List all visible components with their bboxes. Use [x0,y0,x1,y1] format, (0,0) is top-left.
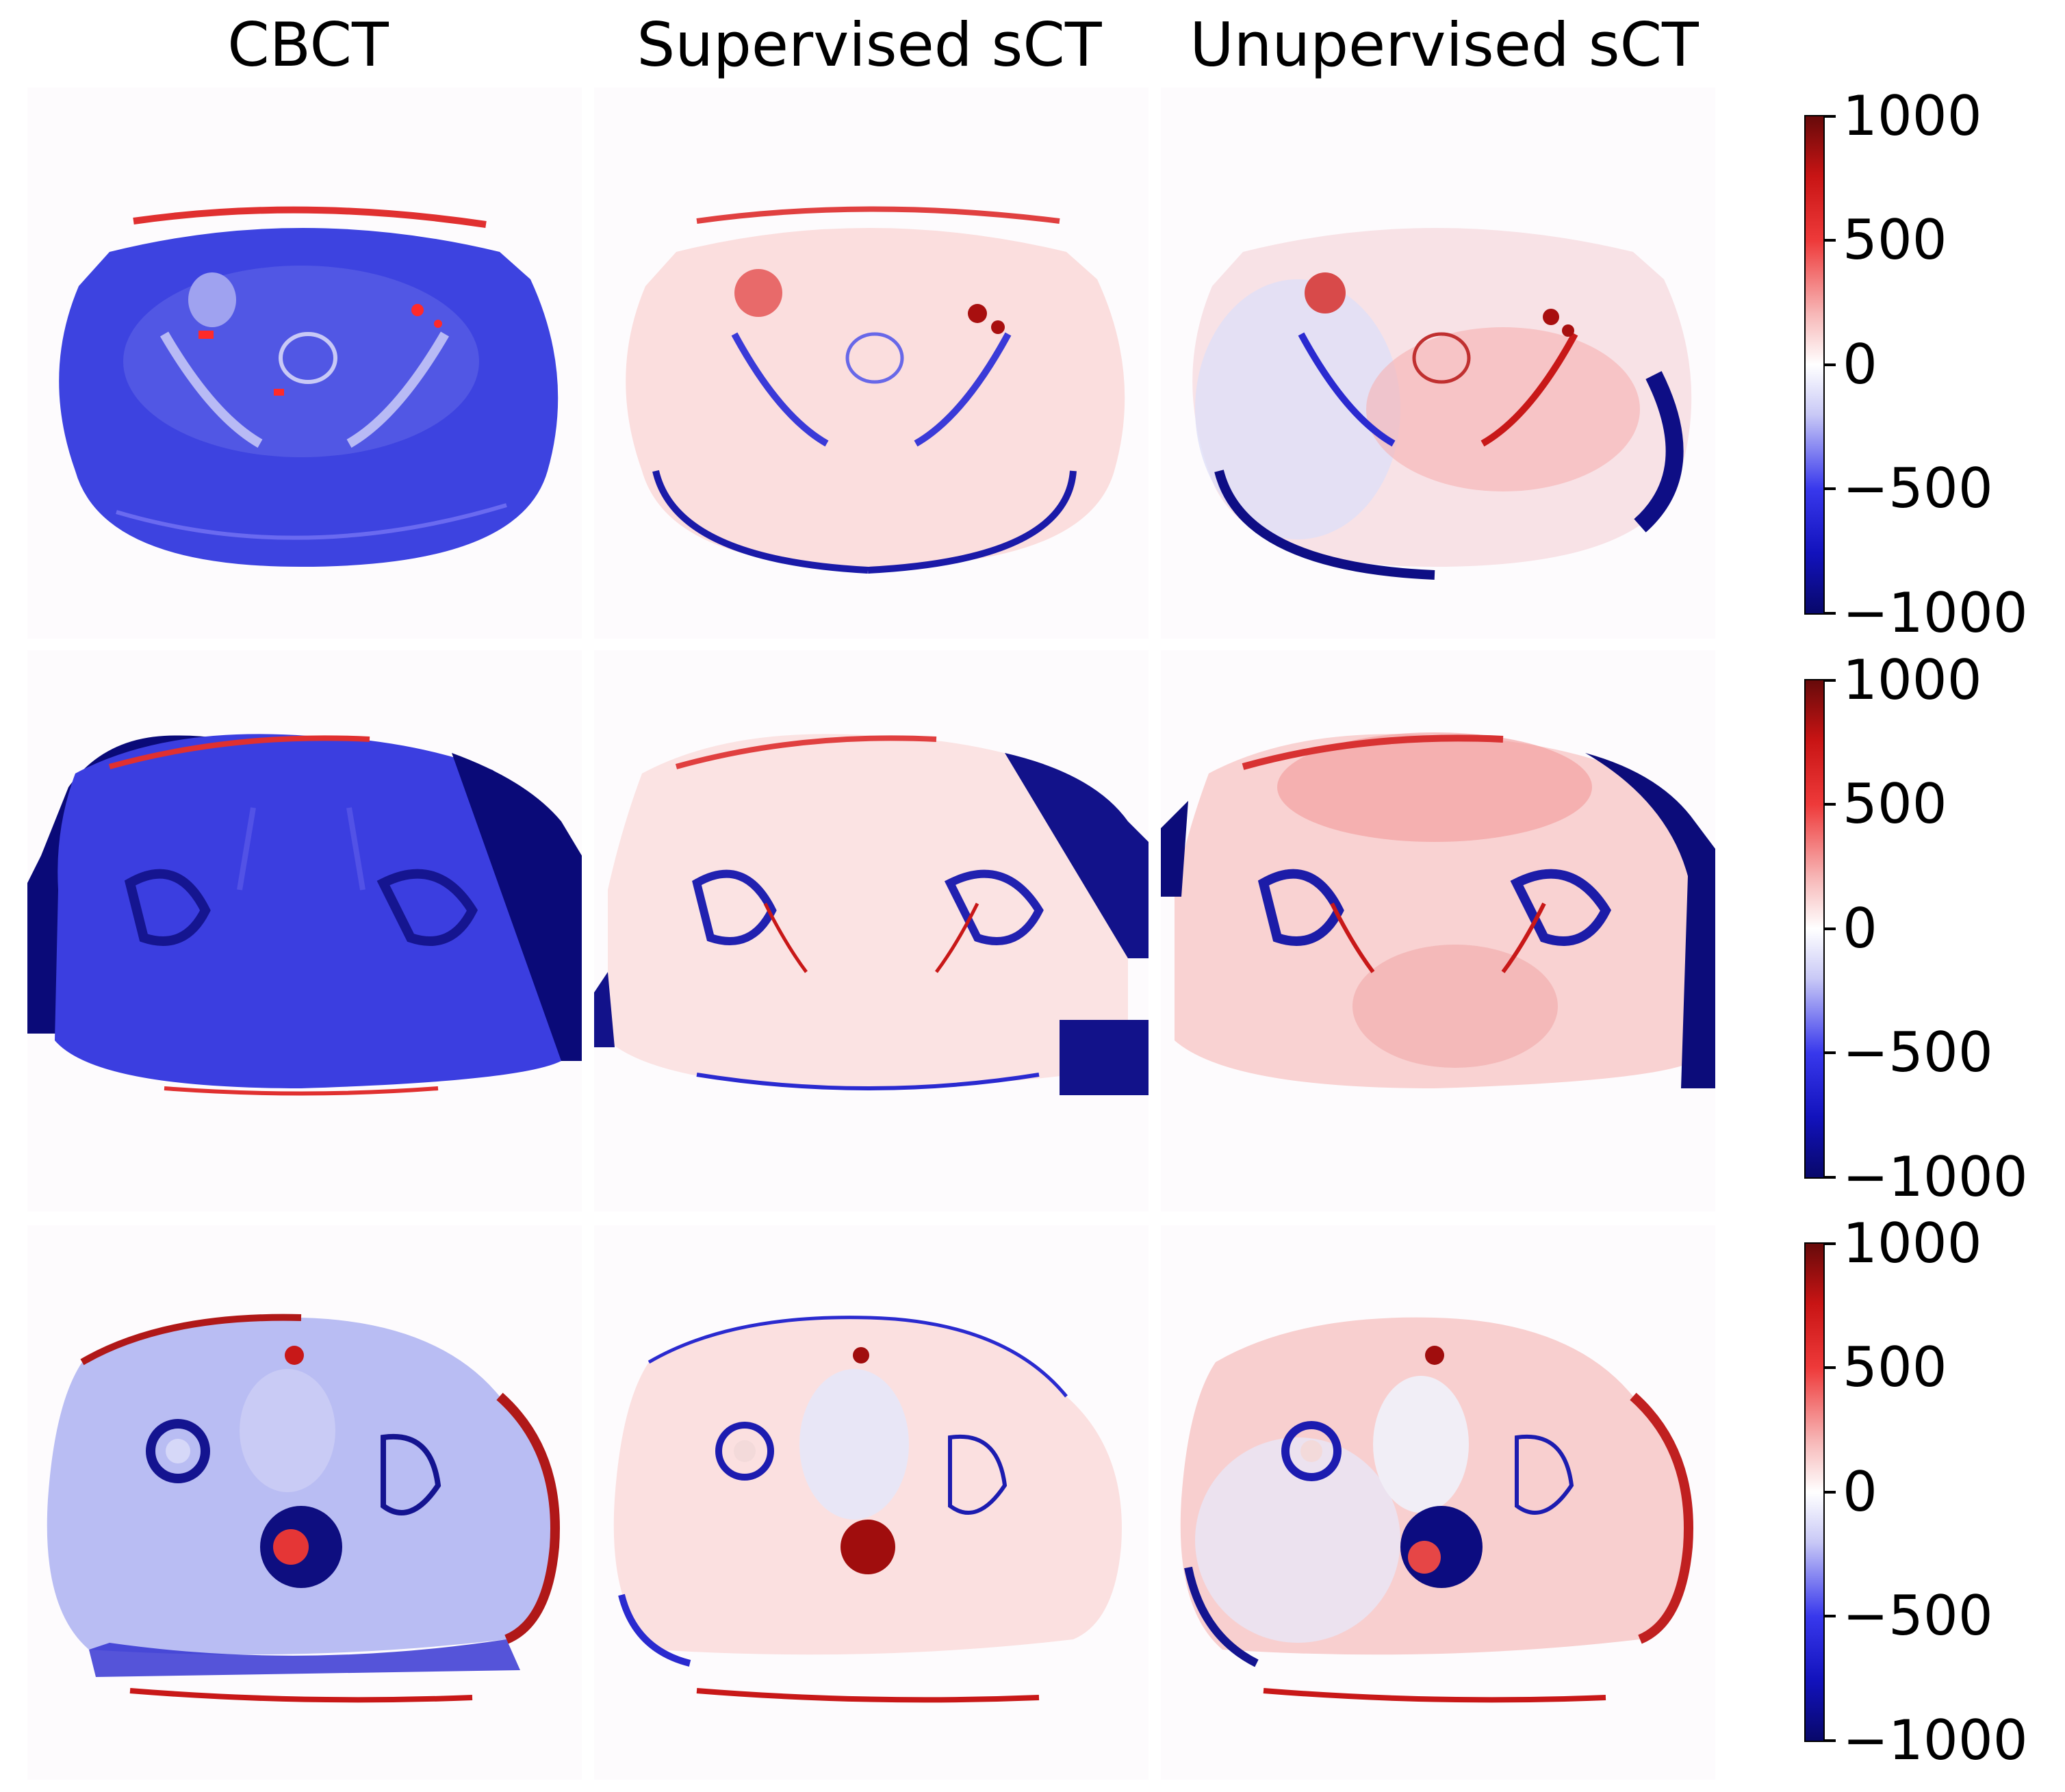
tick-mark [1823,679,1836,682]
tick-label: 0 [1843,897,1877,960]
panel-row1-unsupervised [1161,88,1715,639]
tick-mark [1823,1615,1836,1617]
colorbar-row2 [1804,679,1825,1179]
panel-row1-cbct [27,88,582,639]
tick-label: 500 [1843,208,1947,272]
tick-label: −1000 [1843,1145,2028,1209]
tick-mark [1823,927,1836,930]
column-title-cbct: CBCT [227,10,389,80]
panel-row2-cbct [27,650,582,1212]
panel-row2-unsupervised [1161,650,1715,1212]
tick-label: 1000 [1843,1212,1982,1275]
tick-label: 1000 [1843,648,1982,712]
tick-label: −500 [1843,1021,1993,1084]
tick-mark [1823,1366,1836,1369]
tick-mark [1823,1739,1836,1742]
tick-label: 0 [1843,1460,1877,1524]
tick-mark [1823,363,1836,366]
tick-mark [1823,239,1836,242]
tick-label: −1000 [1843,1708,2028,1772]
colorbar-row3 [1804,1242,1825,1742]
tick-label: −500 [1843,457,1993,520]
tick-mark [1823,115,1836,118]
panel-row2-supervised [594,650,1149,1212]
panel-row3-unsupervised [1161,1225,1715,1780]
tick-mark [1823,1242,1836,1245]
tick-label: 500 [1843,772,1947,836]
tick-label: 1000 [1843,84,1982,148]
tick-label: −500 [1843,1584,1993,1648]
panel-row1-supervised [594,88,1149,639]
tick-label: 500 [1843,1335,1947,1399]
tick-mark [1823,1051,1836,1054]
column-title-unsupervised: Unupervised sCT [1190,10,1699,80]
tick-mark [1823,1176,1836,1179]
tick-mark [1823,803,1836,806]
panel-row3-cbct [27,1225,582,1780]
column-title-supervised: Supervised sCT [637,10,1102,80]
tick-label: 0 [1843,333,1877,396]
tick-mark [1823,487,1836,490]
tick-label: −1000 [1843,581,2028,645]
colorbar-row1 [1804,115,1825,615]
tick-mark [1823,1491,1836,1494]
panel-row3-supervised [594,1225,1149,1780]
tick-mark [1823,612,1836,615]
